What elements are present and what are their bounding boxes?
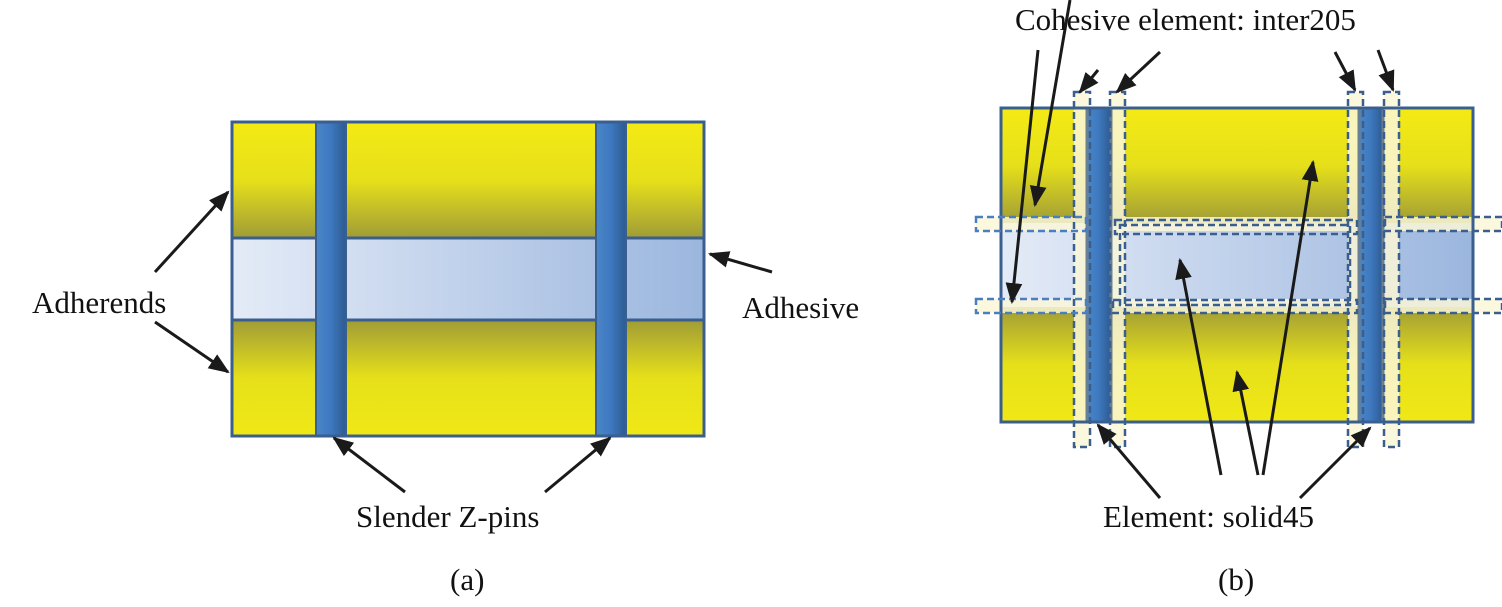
adhesive-layer	[232, 238, 704, 320]
cohesive-arrows	[1005, 0, 1395, 305]
arrow-zpin-left	[332, 436, 406, 494]
z-pin-right	[595, 121, 627, 437]
arrow-adhesive	[707, 251, 773, 274]
caption-b: (b)	[1218, 562, 1254, 597]
arrow-zpin-right	[544, 436, 612, 494]
upper-adherend-b	[1001, 108, 1473, 223]
upper-adherend	[232, 122, 704, 238]
joint-outline-b	[999, 106, 1475, 424]
lower-adherend	[232, 320, 704, 436]
panel-b: Cohesive element: inter205 Element: soli…	[974, 0, 1502, 597]
label-zpins: Slender Z-pins	[356, 499, 539, 534]
label-solid-element: Element: solid45	[1103, 499, 1314, 534]
lower-adherend-b	[1001, 307, 1473, 422]
joint-outline	[230, 120, 706, 438]
label-adherends: Adherends	[32, 285, 166, 320]
panel-a: Adherends Adhesive Slender Z-pins (a)	[32, 120, 859, 597]
caption-a: (a)	[450, 562, 484, 597]
z-pin-left	[315, 121, 347, 437]
label-cohesive-element: Cohesive element: inter205	[1015, 2, 1356, 37]
arrow-adherend-lower	[154, 320, 230, 374]
label-adhesive: Adhesive	[742, 290, 859, 325]
solid-arrows	[1096, 159, 1372, 500]
adhesive-layer-b	[1001, 223, 1473, 307]
arrow-adherend-upper	[153, 190, 230, 274]
cohesive-element-outlines	[974, 90, 1502, 449]
